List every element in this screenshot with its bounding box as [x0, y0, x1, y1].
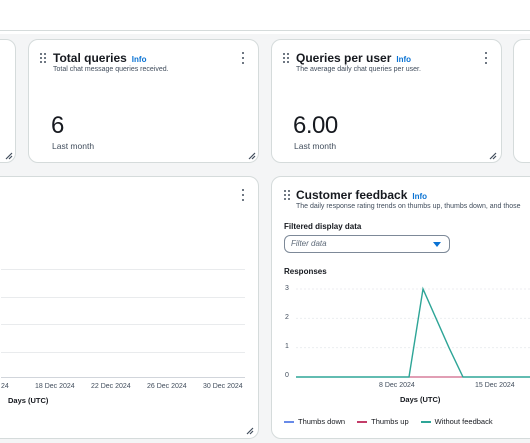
filter-data-select[interactable]: Filter data	[284, 235, 450, 253]
top-band	[0, 0, 530, 34]
x-tick-label: 18 Dec 2024	[35, 383, 75, 390]
legend-item[interactable]: Without feedback	[420, 417, 493, 426]
legend-item[interactable]: Thumbs down	[284, 417, 345, 426]
grid-line	[1, 297, 245, 298]
x-axis-title: Days (UTC)	[8, 396, 49, 405]
card-title: Total queries Info	[53, 51, 147, 65]
resize-handle-icon[interactable]	[247, 151, 256, 160]
y-tick-label: 3	[285, 285, 289, 292]
card-description: The daily response rating trends on thum…	[296, 203, 521, 210]
queries-per-user-card: Queries per user Info The average daily c…	[271, 39, 502, 163]
legend-item[interactable]: Thumbs up	[357, 417, 409, 426]
grid-line	[1, 352, 245, 353]
feedback-line-chart	[296, 286, 530, 378]
grid-line	[1, 269, 245, 270]
x-tick-label: 8 Dec 2024	[379, 382, 415, 389]
drag-handle-icon[interactable]	[283, 53, 291, 64]
drag-handle-icon[interactable]	[284, 190, 292, 201]
divider	[0, 30, 530, 31]
y-tick-label: 2	[285, 314, 289, 321]
left-chart-card: 24 18 Dec 2024 22 Dec 2024 26 Dec 2024 3…	[0, 176, 259, 439]
resize-handle-icon[interactable]	[488, 151, 497, 160]
x-tick-label: 30 Dec 2024	[203, 383, 243, 390]
info-link[interactable]: Info	[131, 55, 147, 64]
y-tick-label: 1	[285, 343, 289, 350]
y-axis-title: Responses	[284, 267, 327, 276]
y-tick-label: 0	[285, 372, 289, 379]
more-options-icon[interactable]	[241, 52, 245, 64]
chart-legend: Thumbs down Thumbs up Without feedback	[284, 417, 505, 426]
more-options-icon[interactable]	[241, 189, 245, 201]
metric-value: 6.00	[293, 112, 338, 139]
legend-swatch	[420, 420, 431, 423]
more-options-icon[interactable]	[484, 52, 488, 64]
drag-handle-icon[interactable]	[40, 53, 48, 64]
filter-placeholder: Filter data	[291, 239, 327, 248]
legend-swatch	[284, 420, 294, 423]
resize-handle-icon[interactable]	[4, 151, 13, 160]
grid-line	[1, 324, 245, 325]
x-tick-label: 15 Dec 2024	[475, 382, 515, 389]
card-description: The average daily chat queries per user.	[296, 66, 421, 73]
customer-feedback-card: Customer feedback Info The daily response…	[271, 176, 530, 439]
metric-period: Last month	[294, 141, 337, 151]
info-link[interactable]: Info	[412, 192, 428, 201]
card-title: Customer feedback Info	[296, 188, 428, 202]
x-axis-title: Days (UTC)	[400, 395, 441, 404]
metric-period: Last month	[52, 141, 95, 151]
x-tick-label: 24	[1, 383, 9, 390]
x-tick-label: 22 Dec 2024	[91, 383, 131, 390]
filter-label: Filtered display data	[284, 222, 362, 231]
partial-metric-card-left	[0, 39, 16, 163]
caret-down-icon	[433, 242, 441, 247]
baseline	[1, 377, 245, 378]
info-link[interactable]: Info	[396, 55, 412, 64]
x-tick-label: 26 Dec 2024	[147, 383, 187, 390]
partial-metric-card-right	[513, 39, 530, 163]
card-title: Queries per user Info	[296, 51, 412, 65]
total-queries-card: Total queries Info Total chat message que…	[28, 39, 259, 163]
card-description: Total chat message queries received.	[53, 66, 169, 73]
resize-handle-icon[interactable]	[245, 426, 254, 435]
legend-swatch	[357, 420, 368, 423]
series-line-without-feedback	[296, 286, 530, 378]
metric-value: 6	[51, 112, 64, 139]
